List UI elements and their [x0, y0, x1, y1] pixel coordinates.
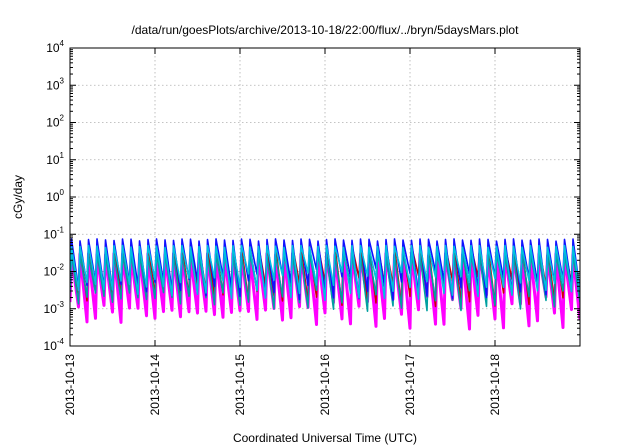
y-axis-label: cGy/day — [11, 175, 25, 219]
y-tick-label: 103 — [46, 76, 64, 92]
x-tick-label: 2013-10-14 — [148, 354, 162, 416]
y-axis-ticks: 10-4 10-3 10-2 10-1 100 101 102 103 104 — [44, 39, 580, 353]
series-layer — [70, 238, 580, 331]
y-tick-label: 100 — [46, 188, 64, 204]
y-tick-label: 102 — [46, 114, 64, 130]
x-tick-label: 2013-10-15 — [233, 354, 247, 416]
x-tick-label: 2013-10-13 — [63, 354, 77, 416]
y-tick-label: 104 — [46, 39, 64, 55]
y-tick-label: 10-3 — [44, 300, 65, 316]
x-tick-label: 2013-10-17 — [403, 354, 417, 416]
y-tick-label: 10-1 — [44, 225, 65, 241]
y-tick-label: 101 — [46, 151, 64, 167]
x-axis-ticks: 2013-10-13 2013-10-14 2013-10-15 2013-10-16… — [63, 48, 502, 415]
x-tick-label: 2013-10-16 — [318, 354, 332, 416]
y-tick-label: 10-2 — [44, 263, 65, 279]
series-line — [70, 244, 580, 302]
series-line — [70, 252, 580, 331]
y-tick-label: 10-4 — [44, 337, 65, 353]
x-tick-label: 2013-10-18 — [488, 354, 502, 416]
x-axis-label: Coordinated Universal Time (UTC) — [233, 431, 417, 445]
chart-title: /data/run/goesPlots/archive/2013-10-18/2… — [132, 23, 520, 37]
